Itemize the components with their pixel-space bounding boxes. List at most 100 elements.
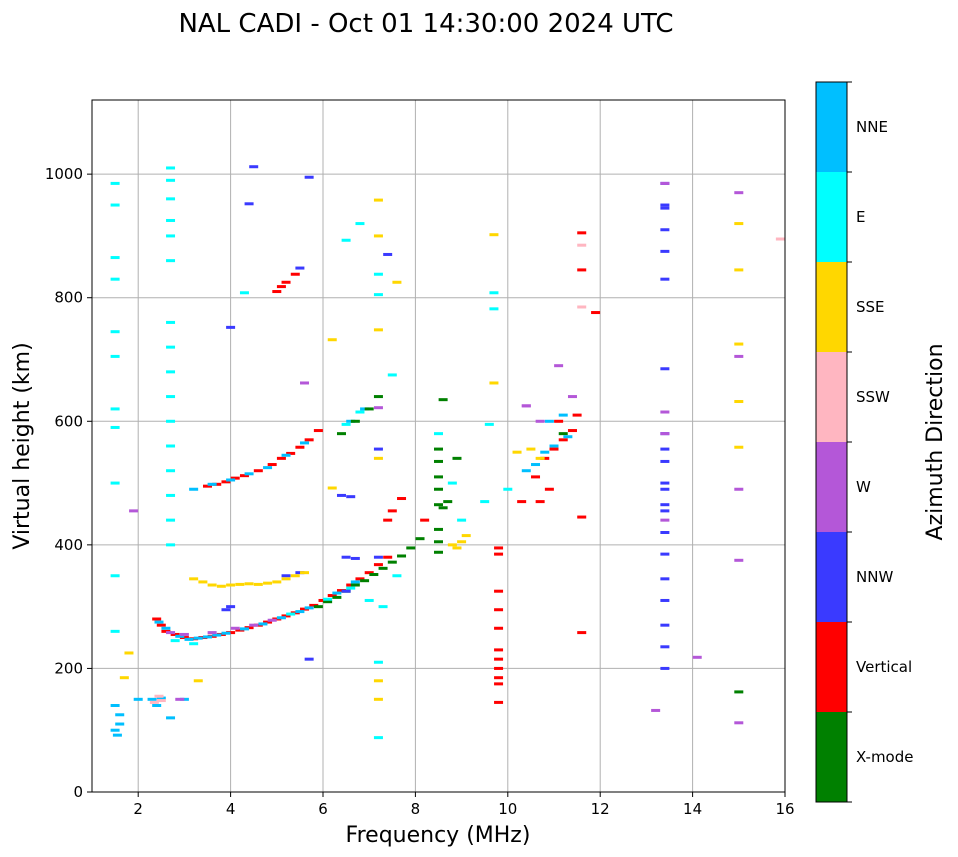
data-point: [535, 500, 545, 504]
data-point: [373, 697, 383, 701]
data-point: [373, 679, 383, 683]
data-point: [494, 676, 504, 680]
data-point: [230, 626, 240, 630]
data-point: [387, 373, 397, 377]
data-point: [341, 238, 351, 242]
data-point: [110, 425, 120, 429]
data-point: [734, 268, 744, 272]
data-point: [179, 636, 189, 640]
data-point: [221, 608, 231, 612]
data-point: [119, 676, 129, 680]
data-point: [244, 626, 254, 630]
data-point: [660, 598, 670, 602]
data-point: [281, 614, 291, 618]
data-point: [554, 364, 564, 368]
data-point: [494, 682, 504, 686]
data-point: [360, 407, 370, 411]
data-point: [300, 571, 310, 575]
data-point: [521, 469, 531, 473]
data-point: [336, 493, 346, 497]
y-axis: 0 200 400 600 800 1000: [45, 165, 92, 801]
data-point: [660, 181, 670, 185]
data-point: [272, 580, 282, 584]
data-point: [577, 268, 587, 272]
plot-frame: [91, 99, 786, 793]
data-point: [239, 291, 249, 295]
data-point: [341, 555, 351, 559]
data-point: [166, 345, 176, 349]
y-axis-label: Virtual height (km): [10, 342, 35, 549]
data-point: [364, 571, 374, 575]
data-point: [166, 197, 176, 201]
colorbar-tick-label: NNE: [856, 118, 888, 136]
data-point: [161, 626, 171, 630]
data-point: [239, 474, 249, 478]
data-point: [373, 447, 383, 451]
data-point: [373, 660, 383, 664]
data-point: [207, 631, 217, 635]
data-point: [734, 354, 744, 358]
data-point: [406, 546, 416, 550]
data-point: [149, 700, 159, 704]
data-point: [267, 618, 277, 622]
data-point: [567, 395, 577, 399]
data-point: [226, 583, 236, 587]
data-point: [346, 419, 356, 423]
data-point: [156, 623, 166, 627]
data-point: [660, 206, 670, 210]
data-point: [355, 410, 365, 414]
data-point: [300, 381, 310, 385]
x-axis: 2 4 6 8 10 12 14 16: [133, 792, 795, 818]
data-point: [434, 475, 443, 479]
data-point: [166, 444, 176, 448]
data-point: [660, 410, 670, 414]
data-point: [304, 175, 314, 179]
data-point: [156, 699, 166, 703]
data-point: [434, 487, 443, 491]
data-point: [517, 500, 527, 504]
data-point: [212, 633, 222, 637]
data-point: [341, 422, 351, 426]
data-point: [577, 631, 587, 635]
data-point: [373, 406, 383, 410]
data-point: [249, 165, 259, 169]
data-point: [147, 697, 157, 701]
x-tick-label: 6: [318, 800, 328, 818]
data-point: [110, 728, 120, 732]
data-point: [304, 606, 314, 610]
data-point: [110, 704, 120, 707]
data-point: [189, 637, 199, 641]
data-point: [170, 632, 180, 636]
data-point: [276, 285, 286, 289]
data-point: [189, 642, 199, 646]
data-point: [355, 222, 365, 226]
data-point: [290, 272, 300, 276]
data-point: [276, 456, 286, 460]
colorbar-segment: [816, 532, 847, 622]
y-tick-label: 600: [54, 412, 83, 430]
data-point: [651, 708, 661, 712]
colorbar: X-mode Vertical NNW W SSW SSE E NNE: [815, 81, 913, 803]
data-point: [161, 629, 171, 633]
data-point: [304, 438, 314, 442]
data-point: [494, 666, 504, 670]
colorbar-tick-label: X-mode: [856, 748, 913, 766]
data-point: [577, 243, 587, 247]
data-point: [304, 657, 314, 661]
data-point: [313, 429, 323, 433]
data-point: [378, 566, 388, 570]
data-point: [124, 651, 134, 655]
data-point: [484, 422, 494, 426]
data-point: [166, 543, 176, 547]
data-point: [166, 370, 176, 374]
data-point: [350, 583, 360, 587]
data-point: [373, 555, 383, 559]
data-point: [526, 447, 536, 451]
data-point: [239, 627, 249, 631]
data-point: [166, 419, 176, 423]
data-point: [660, 503, 670, 507]
data-point: [166, 518, 176, 522]
data-point: [660, 577, 670, 581]
data-point: [494, 546, 504, 550]
data-point: [415, 537, 425, 541]
